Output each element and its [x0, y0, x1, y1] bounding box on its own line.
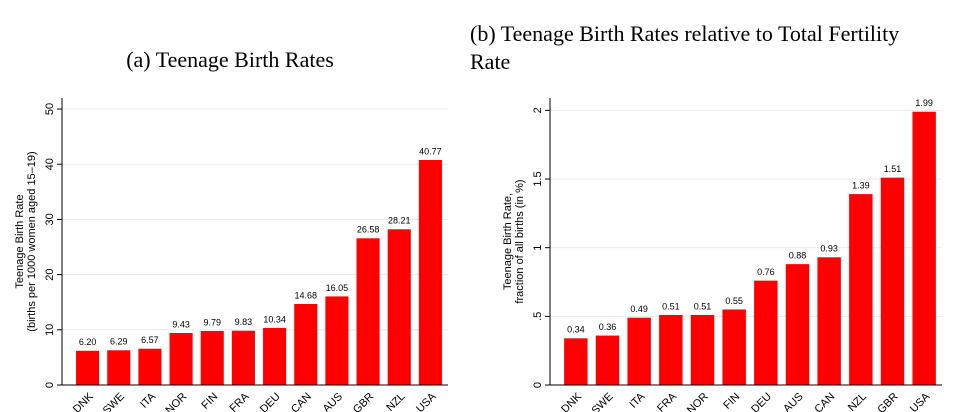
- bar: [231, 330, 255, 385]
- x-tick-label: NOR: [163, 391, 189, 412]
- bar: [912, 111, 936, 385]
- x-tick-label: USA: [414, 390, 439, 412]
- y-axis-label: fraction of all births (in %): [514, 179, 526, 303]
- value-label: 0.55: [725, 296, 743, 306]
- bar: [627, 317, 651, 385]
- chart-title: (a) Teenage Birth Rates: [126, 47, 334, 72]
- y-tick-label: 10: [44, 324, 56, 336]
- value-label: 6.20: [79, 337, 97, 347]
- x-tick-label: DNK: [71, 390, 96, 412]
- bar: [722, 309, 746, 385]
- x-tick-label: AUS: [321, 391, 345, 412]
- value-label: 28.21: [388, 216, 411, 226]
- y-axis-label: Teenage Birth Rate,: [502, 193, 514, 290]
- bar: [817, 257, 841, 385]
- bar: [169, 332, 193, 385]
- x-tick-label: DEU: [749, 391, 774, 412]
- y-tick-label: 0: [44, 382, 56, 388]
- y-tick-label: 50: [44, 103, 56, 115]
- x-tick-label: GBR: [351, 391, 376, 412]
- bar: [849, 194, 873, 385]
- x-tick-label: ITA: [627, 390, 647, 410]
- y-axis-label: Teenage Birth Rate: [14, 194, 26, 288]
- x-tick-label: NOR: [685, 391, 711, 412]
- value-label: 0.36: [599, 322, 617, 332]
- y-tick-label: 20: [44, 268, 56, 280]
- y-tick-label: 30: [44, 213, 56, 225]
- chart-title: (b) Teenage Birth Rates relative to Tota…: [470, 21, 900, 74]
- value-label: 16.05: [326, 283, 349, 293]
- bar: [564, 338, 588, 385]
- x-tick-label: ITA: [138, 390, 158, 410]
- bar: [107, 350, 131, 385]
- y-tick-label: 2: [532, 107, 544, 113]
- value-label: 6.29: [110, 337, 128, 347]
- bar: [690, 314, 715, 385]
- value-label: 0.51: [694, 301, 712, 311]
- bar: [325, 296, 349, 385]
- x-tick-label: FIN: [721, 391, 742, 412]
- bar: [387, 229, 411, 385]
- x-tick-label: CAN: [812, 391, 837, 412]
- bar: [294, 303, 318, 385]
- bar: [754, 280, 778, 385]
- x-tick-label: AUS: [781, 391, 805, 412]
- value-label: 14.68: [294, 290, 317, 300]
- value-label: 9.79: [203, 317, 221, 327]
- bar: [595, 335, 620, 385]
- y-axis-label: (births per 1000 women aged 15–19): [26, 151, 38, 331]
- x-tick-label: SWE: [589, 391, 615, 412]
- value-label: 0.93: [820, 244, 838, 254]
- value-label: 1.39: [852, 180, 870, 190]
- x-tick-label: NZL: [384, 391, 407, 412]
- x-tick-label: NZL: [846, 391, 869, 412]
- x-tick-label: GBR: [875, 391, 900, 412]
- bar: [356, 238, 380, 385]
- value-label: 40.77: [419, 146, 442, 156]
- x-tick-label: DEU: [258, 391, 283, 412]
- bar: [200, 330, 224, 385]
- value-label: 26.58: [357, 225, 380, 235]
- value-label: 9.43: [172, 319, 190, 329]
- x-tick-label: DNK: [559, 390, 584, 412]
- bar: [76, 350, 100, 385]
- y-tick-label: 40: [44, 158, 56, 170]
- x-tick-label: FRA: [655, 390, 680, 412]
- y-tick-label: 1.5: [532, 171, 544, 186]
- x-tick-label: SWE: [101, 391, 127, 412]
- bar: [263, 327, 287, 385]
- value-label: 0.88: [789, 251, 807, 261]
- bar: [418, 159, 442, 385]
- value-label: 0.34: [567, 325, 585, 335]
- value-label: 6.57: [141, 335, 159, 345]
- y-tick-label: 0: [532, 382, 544, 388]
- bar: [138, 348, 162, 385]
- value-label: 0.49: [630, 304, 648, 314]
- y-tick-label: .5: [532, 312, 544, 321]
- bar: [880, 177, 905, 385]
- value-label: 10.34: [263, 314, 286, 324]
- x-tick-label: FRA: [228, 390, 253, 412]
- x-tick-label: CAN: [289, 391, 314, 412]
- value-label: 1.51: [884, 164, 902, 174]
- value-label: 0.51: [662, 301, 680, 311]
- x-tick-label: FIN: [199, 391, 220, 412]
- x-tick-label: USA: [908, 390, 933, 412]
- bar: [785, 264, 810, 385]
- y-tick-label: 1: [532, 245, 544, 251]
- value-label: 0.76: [757, 267, 775, 277]
- value-label: 1.99: [915, 98, 933, 108]
- value-label: 9.83: [235, 317, 253, 327]
- bar: [659, 314, 683, 385]
